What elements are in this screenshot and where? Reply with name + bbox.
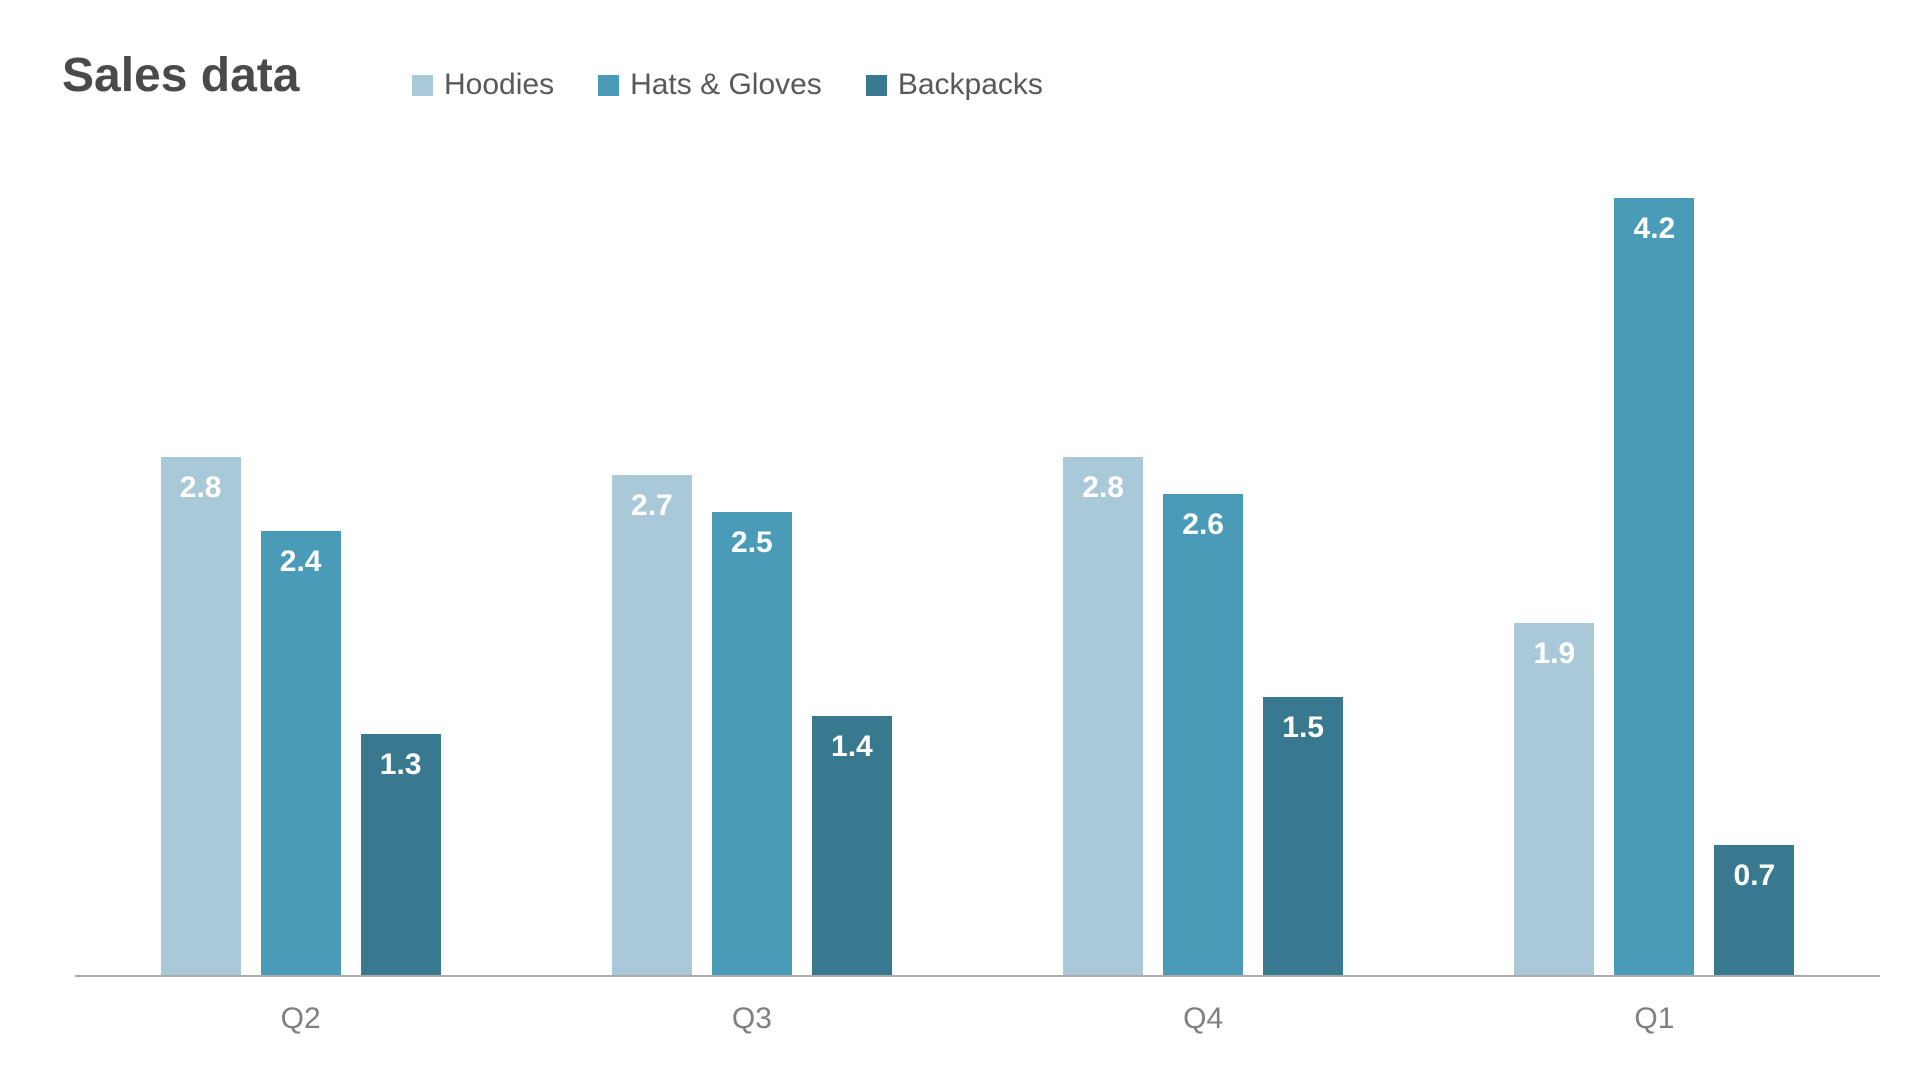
- plot-area: 2.8 2.4 1.3 2.7 2.5 1.4 2.8 2.6 1.5 1.9 4.2 0.7: [75, 0, 1880, 975]
- bar-value-label: 2.8: [179, 471, 222, 504]
- bar-value-label: 2.7: [631, 489, 673, 522]
- bar-value-label: 2.6: [1182, 508, 1224, 541]
- bar: 2.8: [160, 457, 241, 975]
- bar-value-label: 1.4: [831, 730, 873, 763]
- bar-value-label: 2.8: [1082, 471, 1124, 504]
- bar-group-q3: 2.7 2.5 1.4: [526, 0, 977, 975]
- category-label: Q1: [1634, 1002, 1675, 1035]
- bar: 1.9: [1514, 623, 1595, 975]
- legend-item-hats-gloves: Hats & Gloves: [598, 68, 822, 102]
- bar: 2.4: [260, 531, 341, 975]
- legend-item-hoodies: Hoodies: [412, 68, 554, 102]
- bar-group-q1: 1.9 4.2 0.7: [1429, 0, 1880, 975]
- legend-swatch-hoodies: [412, 74, 433, 96]
- legend-swatch-hats-gloves: [598, 74, 620, 96]
- bar-group-q4: 2.8 2.6 1.5: [978, 0, 1429, 975]
- bar-value-label: 4.2: [1633, 212, 1676, 245]
- legend-swatch-backpacks: [865, 74, 887, 96]
- bar: 2.8: [1063, 457, 1144, 975]
- bar: 2.5: [711, 512, 792, 975]
- bar: 2.6: [1163, 494, 1244, 975]
- x-axis-line: [75, 975, 1880, 977]
- bar: 1.4: [811, 716, 892, 975]
- bar-group-q2: 2.8 2.4 1.3: [75, 0, 526, 975]
- category-label: Q4: [1183, 1002, 1224, 1035]
- bar: 1.5: [1263, 697, 1344, 975]
- bar: 0.7: [1714, 845, 1795, 975]
- legend-item-backpacks: Backpacks: [865, 68, 1043, 102]
- bar-value-label: 1.5: [1282, 711, 1324, 744]
- bar: 1.3: [360, 734, 441, 975]
- legend: Hoodies Hats & Gloves Backpacks: [412, 68, 1043, 102]
- bar-value-label: 1.3: [379, 748, 422, 781]
- category-label: Q3: [731, 1002, 772, 1035]
- chart-title: Sales data: [62, 49, 300, 102]
- category-label: Q2: [280, 1002, 321, 1035]
- legend-label-hats-gloves: Hats & Gloves: [630, 68, 822, 101]
- bar-value-label: 0.7: [1733, 859, 1776, 892]
- legend-label-hoodies: Hoodies: [444, 68, 555, 101]
- bar: 2.7: [611, 475, 692, 975]
- x-axis-labels: Q2 Q3 Q4 Q1: [75, 1002, 1880, 1036]
- bar-value-label: 2.4: [279, 545, 322, 578]
- bar-value-label: 2.5: [731, 526, 773, 559]
- bar: 4.2: [1614, 198, 1695, 975]
- bar-value-label: 1.9: [1533, 637, 1576, 670]
- legend-label-backpacks: Backpacks: [897, 68, 1043, 101]
